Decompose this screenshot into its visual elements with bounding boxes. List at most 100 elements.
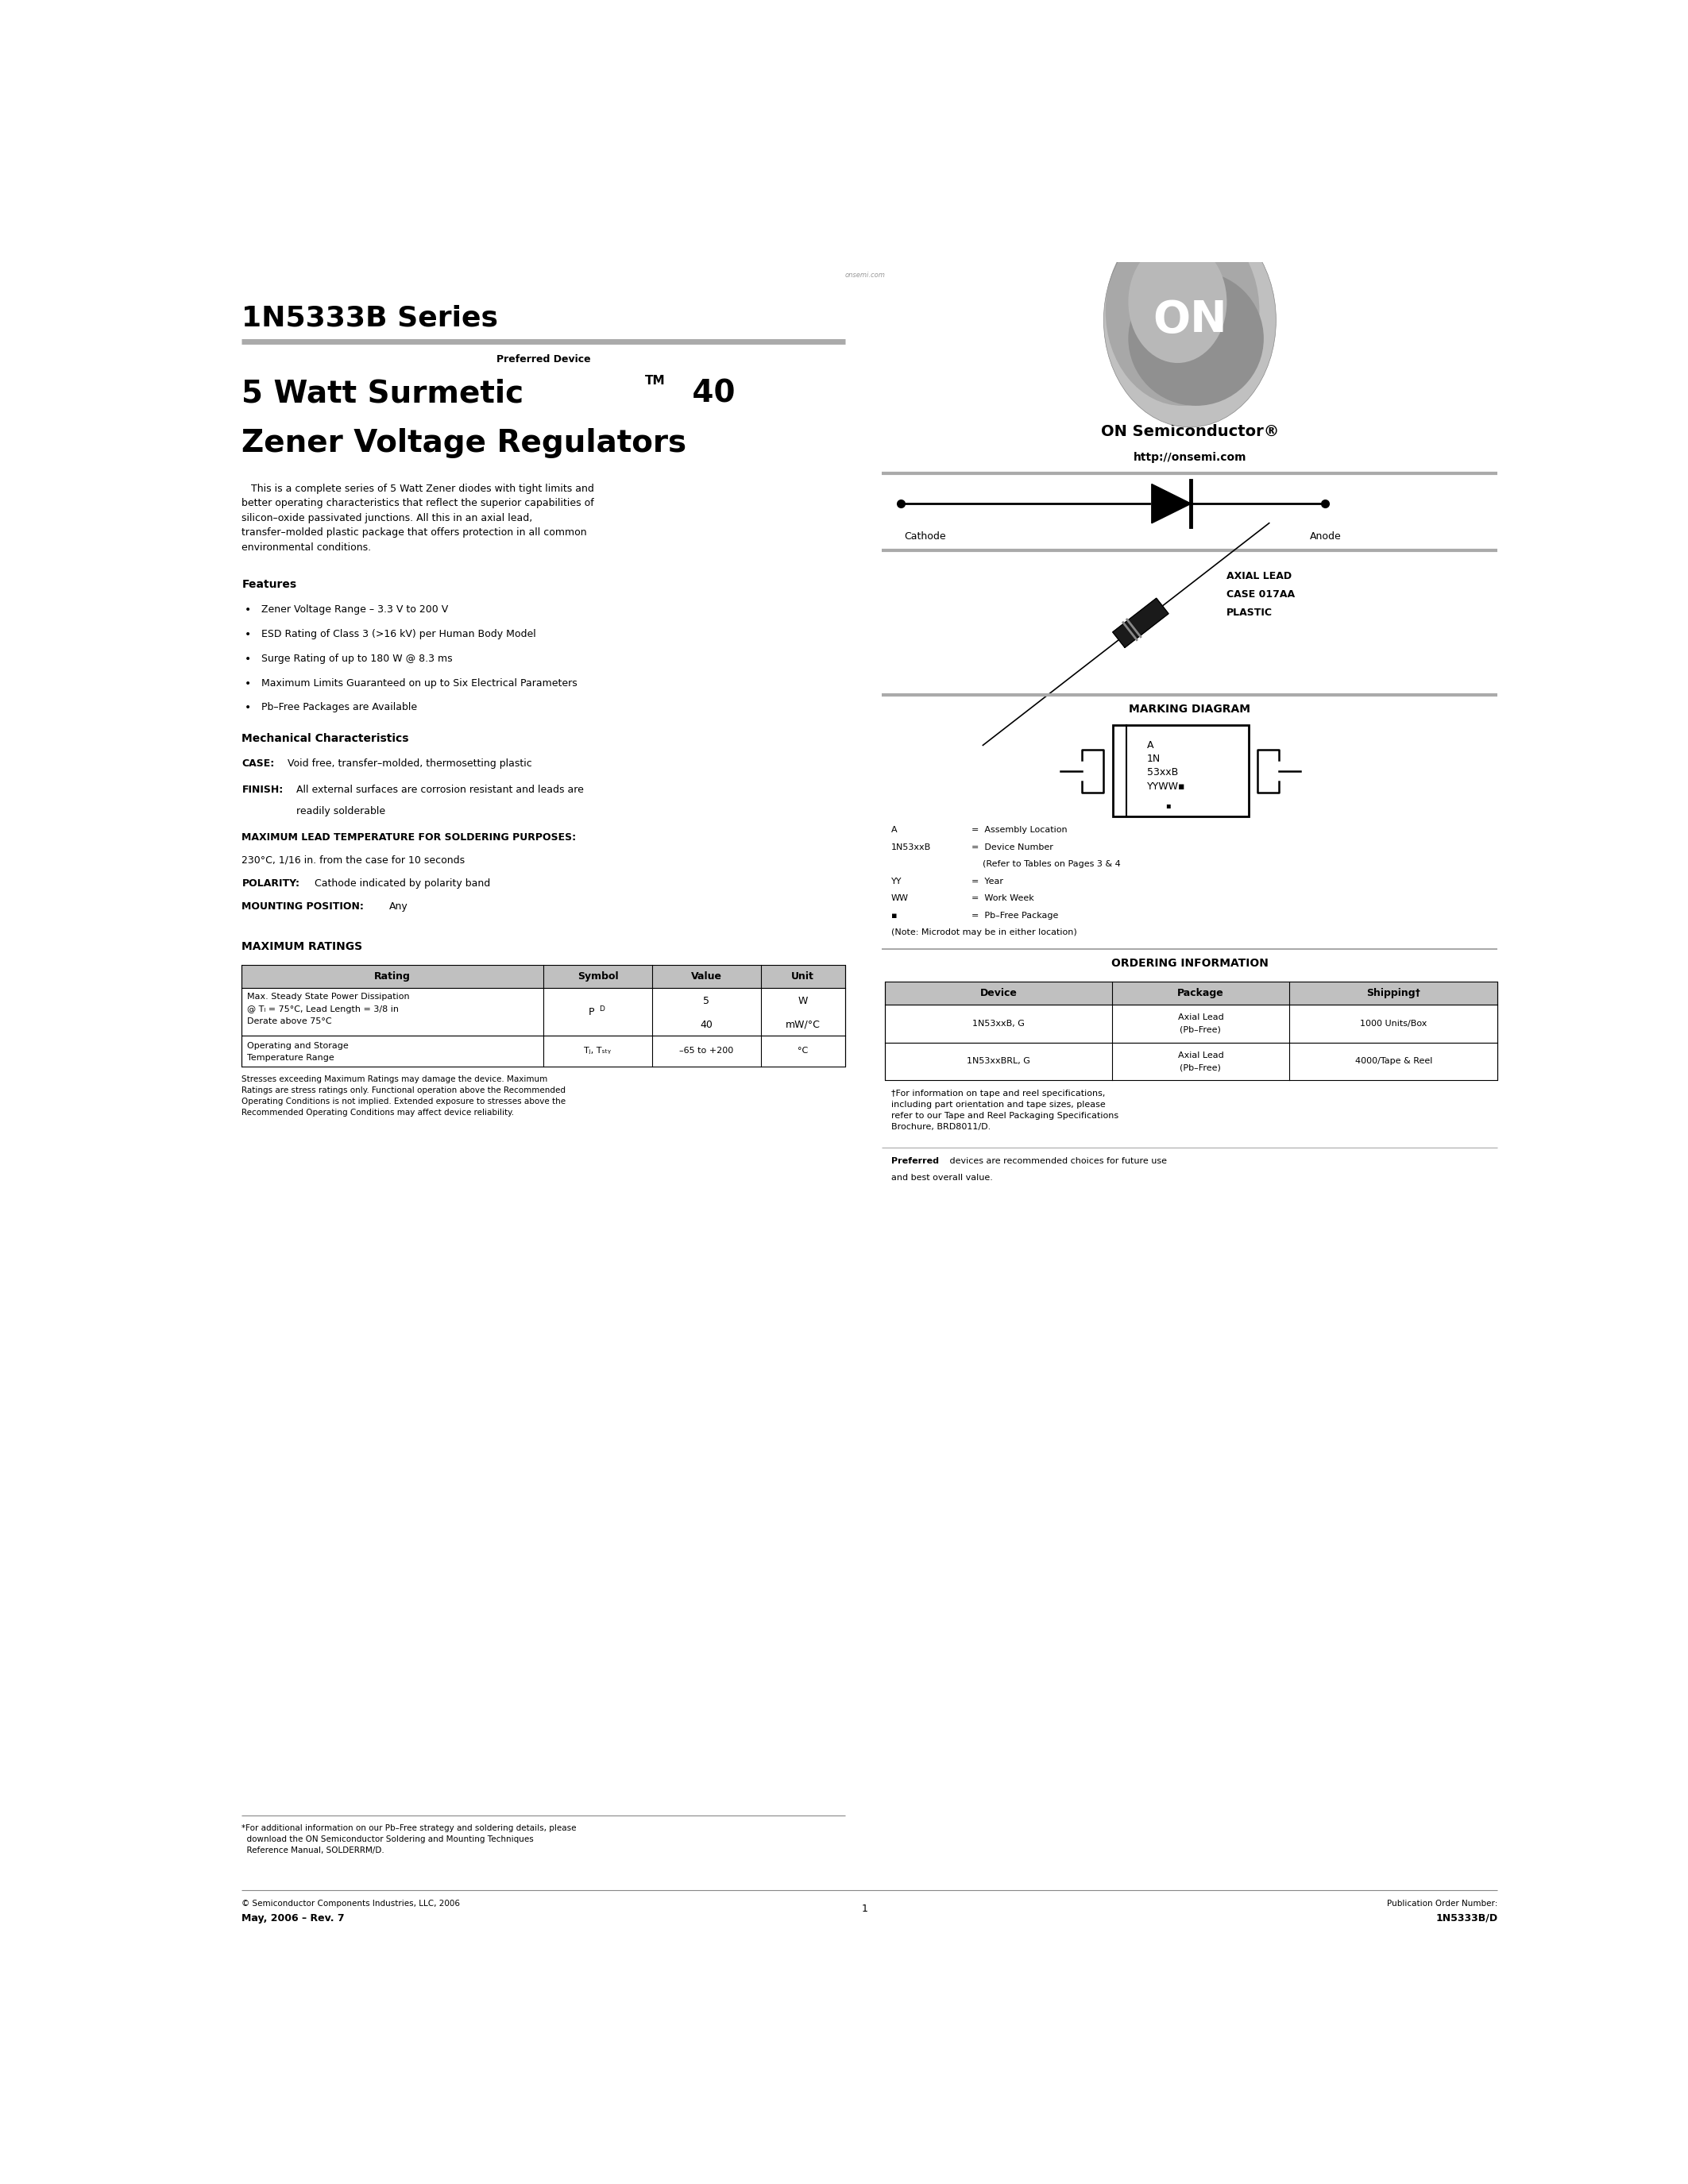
Text: Preferred Device: Preferred Device — [496, 354, 591, 365]
Bar — [885, 1042, 1497, 1081]
Bar — [241, 965, 846, 987]
Text: All external surfaces are corrosion resistant and leads are: All external surfaces are corrosion resi… — [295, 784, 584, 795]
Text: •: • — [245, 677, 252, 688]
Text: °C: °C — [798, 1046, 809, 1055]
Text: 1000 Units/Box: 1000 Units/Box — [1361, 1020, 1426, 1026]
Text: =  Device Number: = Device Number — [971, 843, 1053, 852]
Text: Symbol: Symbol — [577, 972, 618, 981]
Text: ON: ON — [1153, 299, 1227, 341]
Text: •: • — [245, 653, 252, 664]
Text: Cathode indicated by polarity band: Cathode indicated by polarity band — [314, 878, 490, 889]
Text: readily solderable: readily solderable — [295, 806, 385, 817]
Text: © Semiconductor Components Industries, LLC, 2006: © Semiconductor Components Industries, L… — [241, 1900, 461, 1907]
Text: 5: 5 — [704, 996, 709, 1007]
Ellipse shape — [1106, 216, 1259, 406]
Text: Device: Device — [979, 987, 1018, 998]
Text: MOUNTING POSITION:: MOUNTING POSITION: — [241, 902, 365, 913]
Text: http://onsemi.com: http://onsemi.com — [1133, 452, 1246, 463]
Text: Value: Value — [690, 972, 722, 981]
Text: ▪: ▪ — [891, 911, 898, 919]
Text: 40: 40 — [701, 1020, 712, 1031]
Text: Surge Rating of up to 180 W @ 8.3 ms: Surge Rating of up to 180 W @ 8.3 ms — [262, 653, 452, 664]
Text: 1N: 1N — [1146, 753, 1160, 764]
Text: mW/°C: mW/°C — [785, 1020, 820, 1031]
Text: May, 2006 – Rev. 7: May, 2006 – Rev. 7 — [241, 1913, 344, 1924]
Text: W: W — [798, 996, 809, 1007]
Polygon shape — [1112, 598, 1168, 646]
Text: onsemi.com: onsemi.com — [846, 271, 885, 277]
Text: TM: TM — [645, 376, 665, 387]
Text: PLASTIC: PLASTIC — [1227, 607, 1273, 618]
Ellipse shape — [1104, 214, 1276, 428]
Text: AXIAL LEAD: AXIAL LEAD — [1227, 570, 1291, 581]
Text: P: P — [589, 1007, 594, 1018]
Bar — [241, 1035, 846, 1066]
Text: D: D — [599, 1005, 604, 1013]
Text: This is a complete series of 5 Watt Zener diodes with tight limits and
better op: This is a complete series of 5 Watt Zene… — [241, 483, 594, 553]
Text: A: A — [891, 826, 898, 834]
Text: Shipping†: Shipping† — [1367, 987, 1421, 998]
Text: Mechanical Characteristics: Mechanical Characteristics — [241, 734, 408, 745]
Text: Features: Features — [241, 579, 297, 590]
Text: Pb–Free Packages are Available: Pb–Free Packages are Available — [262, 703, 417, 712]
Text: Zener Voltage Range – 3.3 V to 200 V: Zener Voltage Range – 3.3 V to 200 V — [262, 605, 449, 616]
Text: CASE:: CASE: — [241, 758, 275, 769]
Text: =  Work Week: = Work Week — [971, 895, 1033, 902]
Bar — [885, 1005, 1497, 1042]
Text: 40: 40 — [682, 378, 736, 408]
Text: 53xxB: 53xxB — [1146, 767, 1178, 778]
Ellipse shape — [1128, 240, 1227, 363]
Text: FINISH:: FINISH: — [241, 784, 284, 795]
Text: (Pb–Free): (Pb–Free) — [1180, 1064, 1220, 1072]
Polygon shape — [1151, 485, 1192, 524]
Text: Any: Any — [390, 902, 408, 913]
Text: 230°C, 1/16 in. from the case for 10 seconds: 230°C, 1/16 in. from the case for 10 sec… — [241, 856, 466, 865]
Text: MARKING DIAGRAM: MARKING DIAGRAM — [1129, 703, 1251, 714]
Text: POLARITY:: POLARITY: — [241, 878, 300, 889]
Text: Publication Order Number:: Publication Order Number: — [1388, 1900, 1497, 1907]
Text: 1N53xxBRL, G: 1N53xxBRL, G — [967, 1057, 1030, 1066]
Text: –65 to +200: –65 to +200 — [679, 1046, 734, 1055]
Bar — [885, 981, 1497, 1005]
Text: WW: WW — [891, 895, 908, 902]
Text: Unit: Unit — [792, 972, 814, 981]
Text: Cathode: Cathode — [905, 531, 945, 542]
Text: 1N5333B Series: 1N5333B Series — [241, 306, 498, 332]
Text: ESD Rating of Class 3 (>16 kV) per Human Body Model: ESD Rating of Class 3 (>16 kV) per Human… — [262, 629, 537, 640]
Text: Rating: Rating — [375, 972, 410, 981]
Text: MAXIMUM LEAD TEMPERATURE FOR SOLDERING PURPOSES:: MAXIMUM LEAD TEMPERATURE FOR SOLDERING P… — [241, 832, 576, 843]
Text: Stresses exceeding Maximum Ratings may damage the device. Maximum
Ratings are st: Stresses exceeding Maximum Ratings may d… — [241, 1075, 565, 1116]
Text: 4000/Tape & Reel: 4000/Tape & Reel — [1355, 1057, 1431, 1066]
Text: •: • — [245, 605, 252, 616]
Text: Temperature Range: Temperature Range — [246, 1055, 334, 1061]
Ellipse shape — [1128, 271, 1264, 406]
Text: Package: Package — [1177, 987, 1224, 998]
Text: •: • — [245, 629, 252, 640]
Text: Axial Lead: Axial Lead — [1178, 1051, 1224, 1059]
Text: 1N53xxB: 1N53xxB — [891, 843, 932, 852]
Text: Tⱼ, Tₛₜᵧ: Tⱼ, Tₛₜᵧ — [584, 1046, 611, 1055]
Text: 1: 1 — [863, 1904, 868, 1915]
Text: 1N5333B/D: 1N5333B/D — [1435, 1913, 1497, 1924]
Text: devices are recommended choices for future use: devices are recommended choices for futu… — [947, 1158, 1166, 1164]
Text: Operating and Storage: Operating and Storage — [246, 1042, 348, 1051]
Text: A: A — [1146, 740, 1153, 751]
Bar — [1112, 725, 1249, 817]
Text: Maximum Limits Guaranteed on up to Six Electrical Parameters: Maximum Limits Guaranteed on up to Six E… — [262, 677, 577, 688]
Text: †For information on tape and reel specifications,
including part orientation and: †For information on tape and reel specif… — [891, 1090, 1119, 1131]
Text: Preferred: Preferred — [891, 1158, 939, 1164]
Text: (Pb–Free): (Pb–Free) — [1180, 1026, 1220, 1033]
Text: MAXIMUM RATINGS: MAXIMUM RATINGS — [241, 941, 363, 952]
Text: Max. Steady State Power Dissipation: Max. Steady State Power Dissipation — [246, 994, 408, 1000]
Text: *For additional information on our Pb–Free strategy and soldering details, pleas: *For additional information on our Pb–Fr… — [241, 1824, 577, 1854]
Text: ON Semiconductor®: ON Semiconductor® — [1101, 424, 1280, 439]
Text: ▪: ▪ — [1166, 802, 1171, 810]
Text: (Refer to Tables on Pages 3 & 4: (Refer to Tables on Pages 3 & 4 — [971, 860, 1121, 867]
Text: (Note: Microdot may be in either location): (Note: Microdot may be in either locatio… — [891, 928, 1077, 937]
Text: Zener Voltage Regulators: Zener Voltage Regulators — [241, 428, 687, 459]
Text: YY: YY — [891, 878, 901, 885]
Bar — [241, 987, 846, 1035]
Text: 1N53xxB, G: 1N53xxB, G — [972, 1020, 1025, 1026]
Text: Anode: Anode — [1310, 531, 1340, 542]
Text: =  Year: = Year — [971, 878, 1003, 885]
